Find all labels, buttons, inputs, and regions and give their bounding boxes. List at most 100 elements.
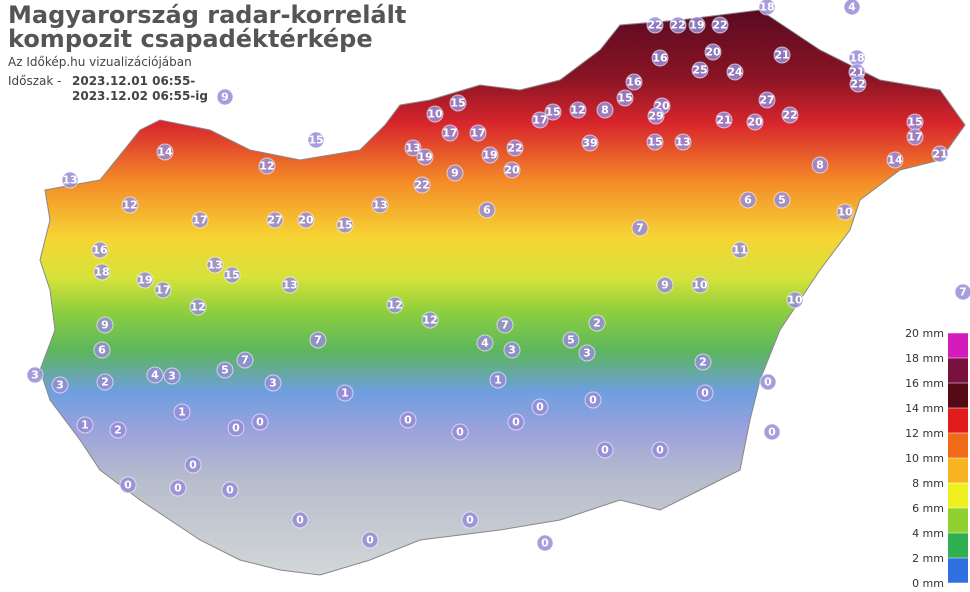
station-value: 7 <box>959 286 967 299</box>
station-value: 6 <box>744 194 752 207</box>
station-dot <box>297 211 315 229</box>
station-dot <box>507 413 525 431</box>
station-dot <box>119 476 137 494</box>
station-value: 17 <box>470 127 485 140</box>
legend-swatch <box>948 408 968 433</box>
station-dot <box>404 139 422 157</box>
station-value: 1 <box>81 419 89 432</box>
station-dot <box>93 263 111 281</box>
station-value: 22 <box>670 19 685 32</box>
station-value: 14 <box>887 154 903 167</box>
station-value: 9 <box>101 319 109 332</box>
period-label: Időszak - <box>8 74 62 88</box>
station-dot <box>715 111 733 129</box>
legend-label: 4 mm <box>912 527 944 540</box>
station-dot <box>696 384 714 402</box>
station-value: 7 <box>314 334 322 347</box>
station-dot <box>731 241 749 259</box>
station-value: 0 <box>232 422 240 435</box>
station-value: 21 <box>932 148 947 161</box>
station-value: 0 <box>404 414 412 427</box>
station-dot <box>616 89 634 107</box>
station-dot <box>421 311 439 329</box>
station-dot <box>954 283 970 301</box>
station-dot <box>371 196 389 214</box>
legend-swatch <box>948 358 968 383</box>
legend-swatch <box>948 383 968 408</box>
subtitle: Az Időkép.hu vizualizációjában <box>8 55 192 69</box>
station-dot <box>109 421 127 439</box>
legend: 20 mm 18 mm 16 mm 14 mm 12 mm 10 mm 8 mm 6 mm 4 … <box>905 327 968 590</box>
station-value: 15 <box>450 97 465 110</box>
station-value: 20 <box>298 214 314 227</box>
station-value: 7 <box>241 354 249 367</box>
station-dot <box>416 148 434 166</box>
station-value: 13 <box>372 199 387 212</box>
station-value: 18 <box>759 1 774 14</box>
station-value: 19 <box>689 19 704 32</box>
station-value: 2 <box>101 376 109 389</box>
station-value: 12 <box>387 299 402 312</box>
station-dot <box>843 0 861 16</box>
station-value: 13 <box>405 142 420 155</box>
station-value: 9 <box>451 167 459 180</box>
station-dot <box>596 441 614 459</box>
station-value: 3 <box>508 344 516 357</box>
station-dot <box>726 63 744 81</box>
station-dot <box>51 376 69 394</box>
station-dot <box>625 73 643 91</box>
station-value: 1 <box>178 406 186 419</box>
station-dot <box>656 276 674 294</box>
station-value: 15 <box>907 116 922 129</box>
station-dot <box>236 351 254 369</box>
station-dot <box>739 191 757 209</box>
station-value: 20 <box>705 46 721 59</box>
legend-swatch <box>948 483 968 508</box>
station-value: 5 <box>567 334 575 347</box>
station-value: 21 <box>774 49 789 62</box>
station-value: 12 <box>122 199 137 212</box>
station-dot <box>93 341 111 359</box>
station-value: 29 <box>648 110 663 123</box>
station-dot <box>758 0 776 16</box>
station-dot <box>651 441 669 459</box>
station-dot <box>426 105 444 123</box>
station-dot <box>386 296 404 314</box>
station-value: 20 <box>504 164 520 177</box>
station-dot <box>578 344 596 362</box>
station-value: 16 <box>626 76 642 89</box>
station-value: 1 <box>494 374 502 387</box>
station-value: 0 <box>189 459 197 472</box>
station-dot <box>773 46 791 64</box>
station-dot <box>849 75 867 93</box>
station-dot <box>478 201 496 219</box>
station-value: 22 <box>712 19 727 32</box>
station-dot <box>307 131 325 149</box>
station-dot <box>96 373 114 391</box>
station-value: 11 <box>732 244 747 257</box>
station-value: 13 <box>62 174 77 187</box>
station-dot <box>711 16 729 34</box>
station-value: 21 <box>849 66 864 79</box>
station-value: 12 <box>570 104 585 117</box>
station-value: 0 <box>541 537 549 550</box>
station-value: 13 <box>282 279 297 292</box>
station-dot <box>481 146 499 164</box>
station-dot <box>206 256 224 274</box>
station-value: 8 <box>601 104 609 117</box>
station-value: 18 <box>94 266 109 279</box>
legend-swatch <box>948 508 968 533</box>
station-dot <box>413 176 431 194</box>
title-line: Magyarország radar-korrelált <box>8 1 406 29</box>
station-value: 0 <box>768 426 776 439</box>
station-value: 15 <box>617 92 632 105</box>
station-dot <box>163 367 181 385</box>
station-dot <box>169 479 187 497</box>
legend-swatch <box>948 433 968 458</box>
station-value: 0 <box>589 394 597 407</box>
station-dot <box>291 511 309 529</box>
station-dot <box>773 191 791 209</box>
station-dot <box>674 133 692 151</box>
station-value: 0 <box>764 376 772 389</box>
